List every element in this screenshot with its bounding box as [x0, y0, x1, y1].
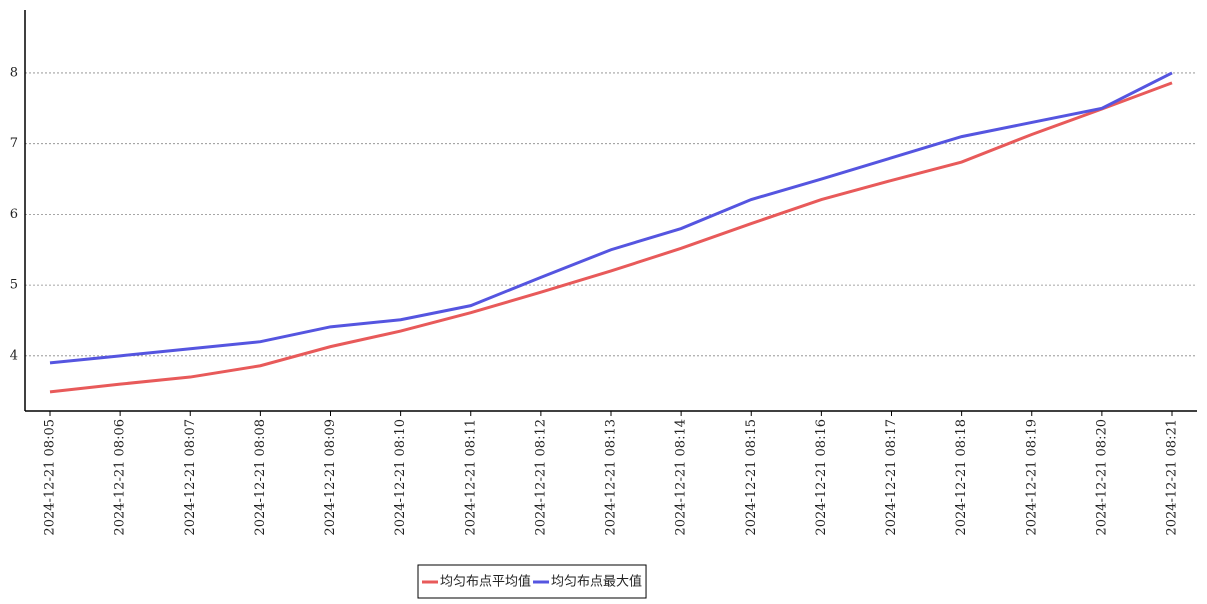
x-tick-label: 2024-12-21 08:15	[744, 419, 759, 536]
line-series	[49, 71, 1173, 365]
x-tick-label: 2024-12-21 08:06	[113, 419, 128, 536]
y-tick-label: 6	[10, 207, 18, 222]
x-tick-label: 2024-12-21 08:21	[1165, 419, 1180, 536]
y-tick-label: 5	[10, 278, 18, 293]
y-tick-label: 8	[10, 65, 18, 80]
x-tick-label: 2024-12-21 08:19	[1024, 419, 1039, 536]
legend-label: 均匀布点平均值	[440, 574, 531, 590]
y-tick-label: 7	[10, 136, 18, 151]
legend-label: 均匀布点最大值	[551, 574, 642, 590]
x-tick-label: 2024-12-21 08:08	[253, 419, 268, 536]
x-tick-label: 2024-12-21 08:17	[884, 419, 899, 536]
x-tick-label: 2024-12-21 08:05	[43, 419, 58, 536]
x-tick-label: 2024-12-21 08:16	[814, 419, 829, 536]
x-tick-label: 2024-12-21 08:09	[323, 419, 338, 536]
line-series	[49, 81, 1173, 394]
x-tick-label: 2024-12-21 08:13	[604, 419, 619, 536]
x-tick-label: 2024-12-21 08:11	[463, 419, 478, 536]
x-tick-label: 2024-12-21 08:12	[533, 419, 548, 536]
x-tick-label: 2024-12-21 08:10	[393, 419, 408, 536]
legend: 均匀布点平均值 均匀布点最大值	[417, 564, 647, 599]
x-tick-label: 2024-12-21 08:18	[954, 419, 969, 536]
legend-box	[417, 564, 647, 599]
y-tick-label: 4	[10, 348, 18, 363]
x-tick-label: 2024-12-21 08:07	[183, 419, 198, 536]
x-tick-label: 2024-12-21 08:20	[1094, 419, 1109, 536]
x-tick-label: 2024-12-21 08:14	[674, 419, 689, 536]
